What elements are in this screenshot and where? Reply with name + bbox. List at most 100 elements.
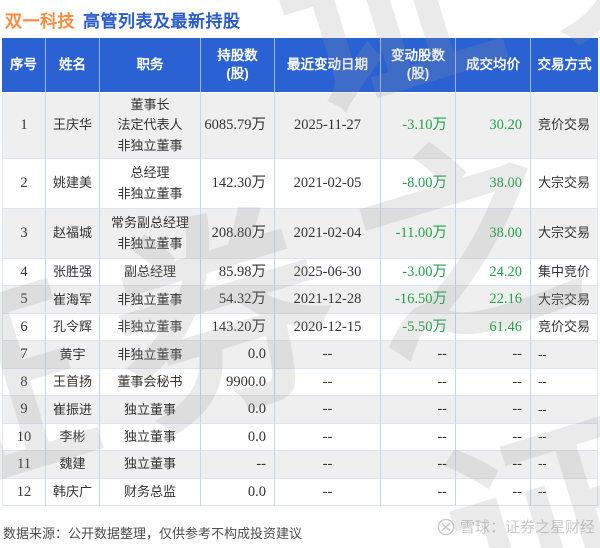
column-header-change: 变动股数 (股) [380,38,455,93]
cell-avg-price: -- [455,368,530,397]
column-header-no: 序号 [2,38,45,93]
cell-shares: 208.80万 [200,209,274,259]
table-row: 5 崔海军 非独立董事 54.32万 2021-12-28 -16.50万 22… [2,286,598,314]
cell-shares: -- [200,451,274,479]
cell-name: 崔海军 [45,286,99,314]
cell-change-date: 2020-12-15 [274,313,380,342]
cell-change-date: 2021-02-04 [274,209,380,259]
cell-avg-price: -- [455,341,530,369]
cell-change-date: 2025-11-27 [274,93,380,159]
column-header-method: 交易方式 [530,38,598,93]
cell-name: 王庆华 [45,93,99,159]
cell-change-shares: -3.00万 [380,259,455,287]
cell-position: 独立董事 [99,396,200,424]
cell-shares: 6085.79万 [200,93,274,159]
cell-avg-price: -- [455,451,530,479]
cell-name: 张胜强 [45,259,99,287]
cell-trade-method: -- [530,423,598,452]
table-row: 3 赵福城 常务副总经理 非独立董事 208.80万 2021-02-04 -1… [2,209,598,259]
cell-position: 财务总监 [99,478,200,507]
cell-change-shares: -- [380,423,455,452]
cell-serial-number: 5 [2,286,45,314]
table-row: 12 韩庆广 财务总监 0.0 -- -- -- -- [2,478,598,507]
header-row: 序号 姓名 职务 持股数 (股) 最近变动日期 变动股数 (股) 成交均价 交易… [2,38,598,93]
cell-change-date: -- [274,396,380,424]
cell-change-shares: -16.50万 [380,286,455,314]
cell-trade-method: 大宗交易 [530,159,598,209]
cell-change-shares: -8.00万 [380,159,455,209]
cell-shares: 142.30万 [200,159,274,209]
title-text: 高管列表及最新持股 [83,12,241,31]
cell-change-shares: -- [380,341,455,369]
cell-name: 崔振进 [45,396,99,424]
table-row: 7 黄宇 非独立董事 0.0 -- -- -- -- [2,341,598,369]
cell-shares: 143.20万 [200,313,274,342]
cell-serial-number: 11 [2,451,45,479]
cell-change-shares: -- [380,368,455,397]
cell-shares: 0.0 [200,478,274,507]
cell-change-shares: -- [380,478,455,507]
cell-serial-number: 2 [2,159,45,209]
cell-trade-method: 集中竞价 [530,259,598,287]
brand-text: 雪球：证券之星财经 [459,519,595,536]
cell-avg-price: -- [455,396,530,424]
cell-serial-number: 12 [2,478,45,507]
page-title: 双一科技 高管列表及最新持股 [5,7,241,32]
cell-shares: 85.98万 [200,259,274,287]
cell-serial-number: 10 [2,423,45,452]
cell-avg-price: 30.20 [455,93,530,159]
column-header-position: 职务 [99,38,200,93]
cell-trade-method: -- [530,341,598,369]
cell-serial-number: 9 [2,396,45,424]
cell-change-shares: -- [380,451,455,479]
cell-name: 黄宇 [45,341,99,369]
cell-trade-method: -- [530,396,598,424]
cell-change-date: -- [274,451,380,479]
column-header-name: 姓名 [45,38,99,93]
cell-position: 非独立董事 [99,286,200,314]
cell-change-date: 2021-02-05 [274,159,380,209]
cell-change-shares: -3.10万 [380,93,455,159]
cell-trade-method: -- [530,368,598,397]
cell-name: 姚建美 [45,159,99,209]
cell-serial-number: 3 [2,209,45,259]
cell-position: 非独立董事 [99,313,200,342]
cell-serial-number: 7 [2,341,45,369]
cell-change-date: -- [274,423,380,452]
table-row: 6 孔令辉 非独立董事 143.20万 2020-12-15 -5.50万 61… [2,313,598,342]
cell-position: 副总经理 [99,259,200,287]
cell-trade-method: -- [530,451,598,479]
cell-name: 韩庆广 [45,478,99,507]
cell-avg-price: 61.46 [455,313,530,342]
cell-change-date: 2025-06-30 [274,259,380,287]
cell-serial-number: 6 [2,313,45,342]
cell-change-date: 2021-12-28 [274,286,380,314]
cell-trade-method: 大宗交易 [530,286,598,314]
table-header: 序号 姓名 职务 持股数 (股) 最近变动日期 变动股数 (股) 成交均价 交易… [2,38,598,93]
cell-avg-price: -- [455,423,530,452]
cell-avg-price: 22.16 [455,286,530,314]
cell-avg-price: 38.00 [455,159,530,209]
cell-name: 魏建 [45,451,99,479]
table-row: 9 崔振进 独立董事 0.0 -- -- -- -- [2,396,598,424]
data-source-note: 数据来源：公开数据整理，仅供参考不构成投资建议 [3,526,303,541]
cell-avg-price: 24.20 [455,259,530,287]
column-header-date: 最近变动日期 [274,38,380,93]
cell-avg-price: -- [455,478,530,507]
table-row: 11 魏建 独立董事 -- -- -- -- -- [2,451,598,479]
cell-change-shares: -11.00万 [380,209,455,259]
cell-trade-method: 竞价交易 [530,93,598,159]
table-body: 1 王庆华 董事长 法定代表人 非独立董事 6085.79万 2025-11-2… [2,93,598,507]
table-row: 2 姚建美 总经理 非独立董事 142.30万 2021-02-05 -8.00… [2,159,598,209]
cell-name: 孔令辉 [45,313,99,342]
cell-position: 常务副总经理 非独立董事 [99,209,200,259]
cell-position: 董事会秘书 [99,368,200,397]
cell-name: 李彬 [45,423,99,452]
cell-position: 独立董事 [99,423,200,452]
table-row: 1 王庆华 董事长 法定代表人 非独立董事 6085.79万 2025-11-2… [2,93,598,159]
cell-trade-method: -- [530,478,598,507]
table-row: 4 张胜强 副总经理 85.98万 2025-06-30 -3.00万 24.2… [2,259,598,287]
cell-trade-method: 大宗交易 [530,209,598,259]
cell-position: 非独立董事 [99,341,200,369]
